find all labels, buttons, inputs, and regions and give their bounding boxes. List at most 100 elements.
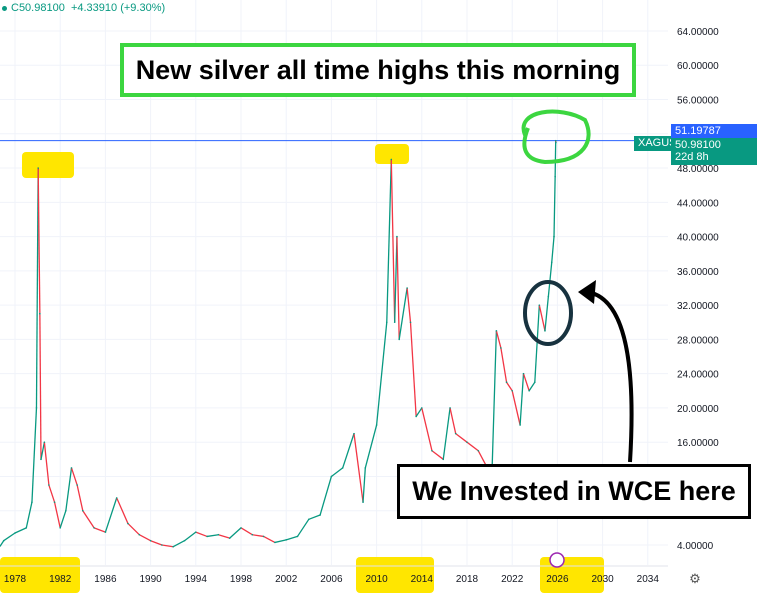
price-point bbox=[39, 312, 41, 315]
price-point bbox=[553, 235, 555, 238]
y-tick-label: 40.00000 bbox=[677, 233, 719, 244]
price-point bbox=[195, 531, 197, 533]
y-tick-label: 24.00000 bbox=[677, 370, 719, 381]
price-point bbox=[398, 338, 401, 341]
price-segment bbox=[82, 510, 95, 529]
price-segment bbox=[390, 159, 396, 323]
price-segment bbox=[229, 527, 242, 539]
price-segment bbox=[296, 518, 310, 537]
price-segment bbox=[53, 502, 61, 529]
price-point bbox=[0, 545, 2, 547]
price-point bbox=[415, 415, 417, 418]
price-segment bbox=[455, 433, 468, 443]
price-segment bbox=[500, 347, 508, 383]
price-point bbox=[528, 389, 530, 392]
y-tick-label: 48.00000 bbox=[677, 164, 719, 175]
price-segment bbox=[534, 305, 540, 383]
invest-callout-box: We Invested in WCE here bbox=[397, 464, 751, 519]
x-tick-label: 2026 bbox=[546, 574, 569, 585]
price-point bbox=[454, 432, 457, 435]
price-point bbox=[522, 372, 525, 375]
price-point bbox=[262, 535, 265, 538]
price-segment bbox=[37, 168, 41, 314]
price-point bbox=[48, 484, 50, 486]
price-segment bbox=[43, 442, 50, 486]
price-point bbox=[308, 518, 310, 521]
price-segment bbox=[263, 535, 276, 544]
x-tick-label: 2006 bbox=[320, 574, 343, 585]
price-segment bbox=[415, 407, 423, 417]
price-segment bbox=[240, 527, 253, 536]
price-point bbox=[538, 304, 541, 306]
price-point bbox=[285, 539, 288, 541]
price-point bbox=[442, 458, 445, 461]
price-point bbox=[217, 533, 220, 536]
x-tick-label: 2034 bbox=[637, 574, 660, 585]
price-segment bbox=[184, 531, 197, 542]
ohlc-legend: C50.98100 +4.33910 (+9.30%) bbox=[2, 2, 165, 14]
price-segment bbox=[544, 296, 550, 331]
price-point bbox=[406, 287, 408, 289]
legend-change: +4.33910 (+9.30%) bbox=[70, 2, 166, 14]
price-segment bbox=[511, 390, 521, 426]
price-segment bbox=[409, 322, 417, 417]
price-point bbox=[495, 330, 498, 332]
price-segment bbox=[252, 534, 264, 538]
gear-icon[interactable]: ⚙ bbox=[689, 571, 701, 586]
price-point bbox=[53, 501, 56, 503]
price-point bbox=[477, 449, 480, 452]
y-tick-label: 36.00000 bbox=[677, 267, 719, 278]
x-tick-label: 1982 bbox=[49, 574, 72, 585]
price-point bbox=[364, 467, 367, 469]
price-segment bbox=[308, 514, 321, 520]
price-segment bbox=[104, 497, 118, 533]
x-tick-label: 1994 bbox=[185, 574, 208, 585]
price-point bbox=[421, 407, 423, 409]
price-segment bbox=[538, 304, 546, 331]
price-point bbox=[25, 527, 28, 529]
price-segment bbox=[25, 502, 33, 529]
price-point bbox=[76, 484, 78, 486]
price-segment bbox=[466, 441, 479, 452]
x-tick-label: 2014 bbox=[411, 574, 434, 585]
price-segment bbox=[554, 140, 557, 177]
price-segment bbox=[35, 168, 39, 408]
legend-close: C50.98100 bbox=[11, 2, 65, 14]
price-segment bbox=[362, 467, 366, 503]
price-point bbox=[115, 497, 118, 499]
x-tick-label: 1998 bbox=[230, 574, 253, 585]
price-segment bbox=[528, 381, 536, 392]
price-point bbox=[149, 539, 152, 542]
price-segment bbox=[519, 373, 525, 426]
price-point bbox=[70, 467, 73, 469]
price-segment bbox=[14, 527, 27, 534]
x-tick-label: 2030 bbox=[591, 574, 614, 585]
price-point bbox=[505, 381, 508, 384]
price-segment bbox=[172, 540, 185, 548]
y-tick-label: 20.00000 bbox=[677, 404, 719, 415]
y-tick-label: 4.00000 bbox=[677, 541, 714, 552]
last-price-tag: 50.98100 bbox=[671, 138, 757, 153]
price-point bbox=[161, 544, 163, 546]
countdown-tag: 22d 8h bbox=[671, 150, 757, 165]
price-point bbox=[534, 381, 536, 384]
price-segment bbox=[495, 330, 502, 349]
dark-circle-annotation bbox=[523, 280, 573, 346]
price-point bbox=[82, 509, 84, 512]
price-point bbox=[330, 475, 333, 478]
price-segment bbox=[491, 330, 498, 477]
price-segment bbox=[218, 534, 230, 539]
green-circle-annotation bbox=[521, 109, 591, 165]
price-segment bbox=[0, 540, 5, 547]
price-point bbox=[93, 527, 95, 529]
price-point bbox=[206, 535, 208, 538]
price-segment bbox=[207, 534, 219, 538]
price-point bbox=[544, 330, 546, 332]
x-tick-label: 1978 bbox=[4, 574, 27, 585]
price-point bbox=[353, 432, 355, 435]
price-segment bbox=[375, 322, 388, 426]
price-segment bbox=[386, 159, 392, 323]
price-segment bbox=[431, 450, 444, 460]
price-segment bbox=[551, 236, 555, 263]
price-point bbox=[431, 449, 433, 452]
